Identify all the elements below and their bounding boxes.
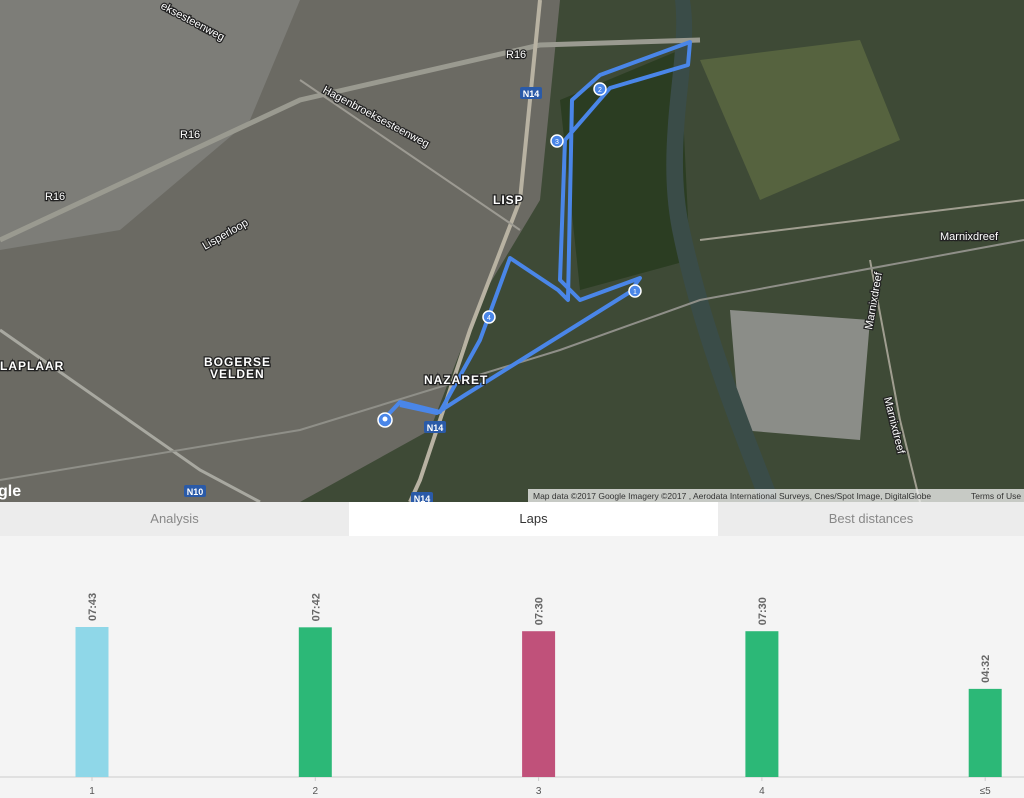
- bar: [745, 631, 779, 777]
- x-tick-label: ≤5: [980, 786, 991, 797]
- map-label: Marnixdreef: [940, 231, 999, 243]
- road-shield-label: N14: [523, 89, 540, 99]
- tab[interactable]: Laps: [349, 502, 718, 536]
- road-shield: [184, 485, 206, 497]
- map-label: R16: [180, 129, 200, 141]
- x-tick-label: 4: [759, 786, 765, 797]
- map-terms: Terms of Use: [971, 491, 1021, 501]
- map-label: LISP: [493, 193, 524, 207]
- map-attribution: Map data ©2017 Google Imagery ©2017 , Ae…: [533, 491, 931, 501]
- bar: [968, 688, 1002, 777]
- tab-bar: Analysis Laps Best distances: [0, 502, 1024, 536]
- lap-marker-label: 3: [555, 139, 559, 146]
- lap-marker-label: 4: [487, 315, 491, 322]
- tab[interactable]: Analysis: [150, 511, 199, 526]
- laps-chart: 07:43 1 07:42 2 07:30 3 07:30 4 04:32 ≤5: [0, 593, 1024, 797]
- x-tick-label: 1: [89, 786, 95, 797]
- lap-marker: [482, 310, 496, 324]
- lap-marker: [628, 284, 642, 298]
- x-tick-label: 3: [536, 786, 542, 797]
- road-shield: [424, 421, 446, 433]
- road-shield-label: N10: [187, 487, 204, 497]
- value-label: 07:30: [534, 597, 546, 625]
- map-label: VELDEN: [210, 367, 265, 381]
- x-tick-label: 2: [313, 786, 319, 797]
- map-logo: gle: [0, 483, 21, 500]
- road-shield: [520, 87, 542, 99]
- road-shield: [411, 492, 433, 502]
- value-label: 04:32: [980, 655, 992, 683]
- map: R16R16R16Hagenbroeksesteenwegeksesteenwe…: [0, 0, 1024, 502]
- lap-marker-label: 1: [633, 289, 637, 296]
- map-label: BOGERSE: [204, 355, 271, 369]
- lap-marker: [593, 82, 607, 96]
- value-label: 07:42: [310, 593, 322, 621]
- bar: [522, 631, 556, 777]
- road-shield-label: N14: [427, 423, 444, 433]
- value-label: 07:30: [757, 597, 769, 625]
- map-label: LAPLAAR: [0, 359, 64, 373]
- tab[interactable]: Best distances: [828, 511, 914, 526]
- map-label: NAZARET: [424, 373, 488, 387]
- bar: [298, 627, 332, 777]
- map-label: R16: [45, 191, 65, 203]
- lap-marker: [550, 134, 564, 148]
- road-shield-label: N14: [414, 494, 431, 502]
- lap-marker-label: 2: [598, 87, 602, 94]
- map-label: R16: [506, 49, 526, 61]
- bar: [75, 627, 109, 777]
- value-label: 07:43: [87, 593, 99, 621]
